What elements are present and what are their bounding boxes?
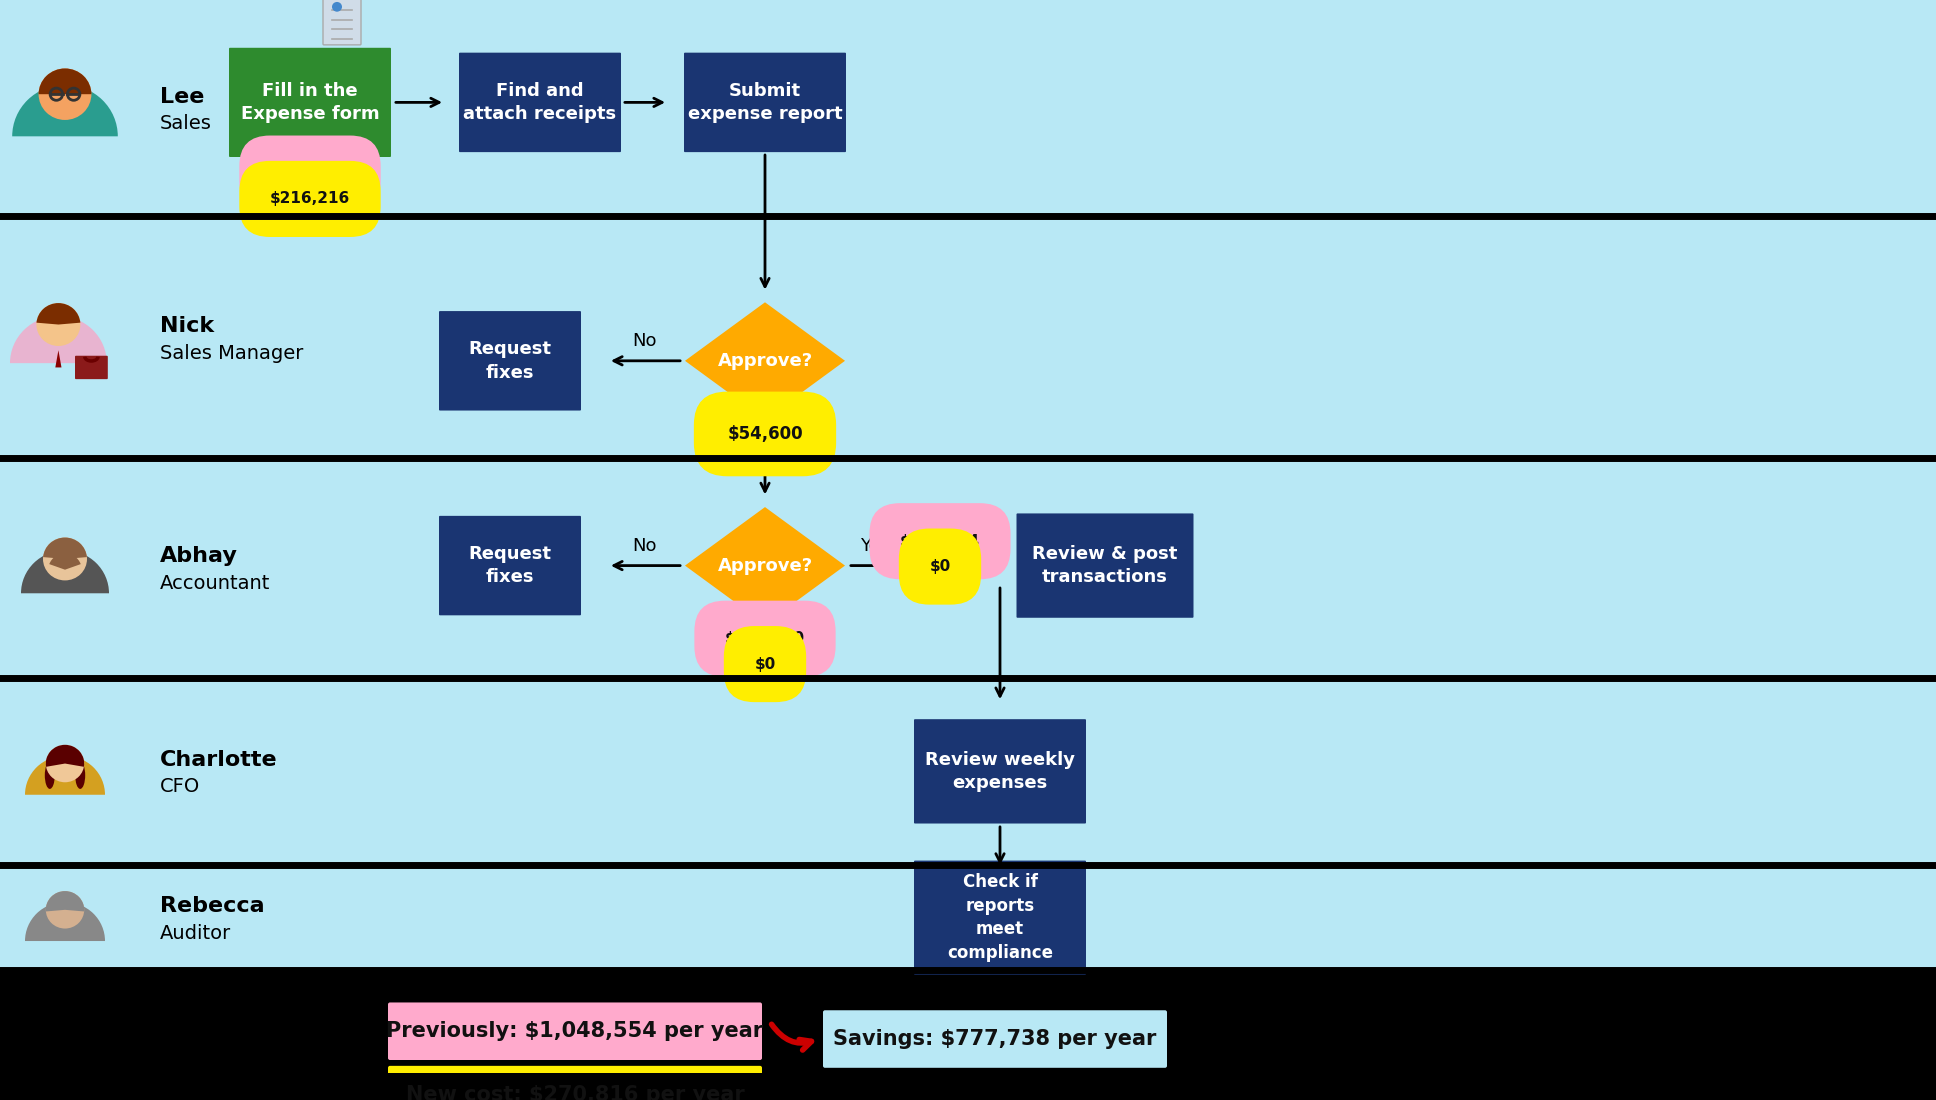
FancyBboxPatch shape	[823, 1010, 1167, 1068]
Text: Sales: Sales	[161, 114, 211, 133]
Text: Rebecca: Rebecca	[161, 895, 265, 916]
FancyBboxPatch shape	[439, 516, 581, 615]
Bar	[0, 865, 1936, 970]
Text: $216,216: $216,216	[269, 191, 350, 207]
Text: Review weekly
expenses: Review weekly expenses	[925, 750, 1074, 792]
Text: $0: $0	[755, 657, 776, 672]
Text: Submit
expense report: Submit expense report	[687, 81, 842, 123]
Circle shape	[46, 891, 83, 928]
Bar	[0, 970, 1936, 1072]
Text: Auditor: Auditor	[161, 924, 230, 943]
Wedge shape	[46, 745, 83, 767]
Bar	[0, 459, 1936, 678]
Wedge shape	[39, 68, 91, 95]
Text: No: No	[633, 332, 656, 350]
FancyBboxPatch shape	[459, 53, 621, 152]
Circle shape	[39, 68, 91, 120]
Polygon shape	[685, 302, 844, 419]
Ellipse shape	[45, 761, 54, 789]
FancyBboxPatch shape	[439, 311, 581, 410]
Text: $204,750: $204,750	[724, 631, 805, 646]
Text: $655,200: $655,200	[269, 166, 350, 182]
Wedge shape	[10, 316, 106, 363]
Text: Charlotte: Charlotte	[161, 749, 277, 770]
Wedge shape	[25, 756, 105, 795]
Text: No: No	[633, 537, 656, 556]
FancyBboxPatch shape	[387, 1066, 763, 1100]
Bar	[0, 217, 1936, 459]
Text: Previously: $1,048,554 per year: Previously: $1,048,554 per year	[387, 1021, 763, 1042]
Text: Review & post
transactions: Review & post transactions	[1032, 544, 1177, 586]
Text: Request
fixes: Request fixes	[469, 544, 552, 586]
Wedge shape	[37, 304, 79, 324]
Text: Approve?: Approve?	[718, 557, 813, 574]
Text: Sales Manager: Sales Manager	[161, 343, 304, 363]
Ellipse shape	[76, 761, 85, 789]
FancyBboxPatch shape	[914, 719, 1086, 824]
Text: Accountant: Accountant	[161, 573, 271, 593]
Wedge shape	[46, 891, 83, 912]
Text: New cost: $270,816 per year: New cost: $270,816 per year	[407, 1085, 743, 1100]
Text: Find and
attach receipts: Find and attach receipts	[463, 81, 616, 123]
Text: Nick: Nick	[161, 316, 215, 336]
Bar	[0, 0, 1936, 217]
Bar	[0, 678, 1936, 865]
Wedge shape	[12, 85, 118, 136]
Circle shape	[43, 538, 87, 581]
Polygon shape	[56, 350, 62, 367]
Text: Lee: Lee	[161, 87, 205, 107]
Wedge shape	[43, 538, 87, 559]
FancyBboxPatch shape	[228, 47, 391, 157]
Text: Fill in the
Expense form: Fill in the Expense form	[240, 81, 379, 123]
FancyBboxPatch shape	[1016, 514, 1193, 618]
Text: Yes: Yes	[860, 537, 889, 556]
Text: $54,600: $54,600	[728, 425, 803, 443]
Circle shape	[46, 745, 83, 782]
Circle shape	[331, 2, 343, 12]
Text: CFO: CFO	[161, 778, 199, 796]
Circle shape	[37, 304, 81, 346]
FancyBboxPatch shape	[914, 860, 1086, 975]
Wedge shape	[25, 902, 105, 940]
FancyBboxPatch shape	[76, 355, 108, 380]
Wedge shape	[21, 550, 108, 593]
FancyArrowPatch shape	[772, 1024, 811, 1050]
Text: Savings: $777,738 per year: Savings: $777,738 per year	[832, 1028, 1156, 1049]
FancyBboxPatch shape	[323, 0, 360, 45]
Text: Abhay: Abhay	[161, 546, 238, 565]
FancyBboxPatch shape	[683, 53, 846, 152]
Text: $0: $0	[929, 559, 951, 574]
Wedge shape	[48, 553, 81, 570]
Text: Approve?: Approve?	[718, 352, 813, 370]
Text: $188,604: $188,604	[900, 534, 980, 549]
Polygon shape	[685, 507, 844, 624]
Text: Request
fixes: Request fixes	[469, 340, 552, 382]
FancyBboxPatch shape	[387, 1002, 763, 1060]
Text: Check if
reports
meet
compliance: Check if reports meet compliance	[947, 873, 1053, 962]
